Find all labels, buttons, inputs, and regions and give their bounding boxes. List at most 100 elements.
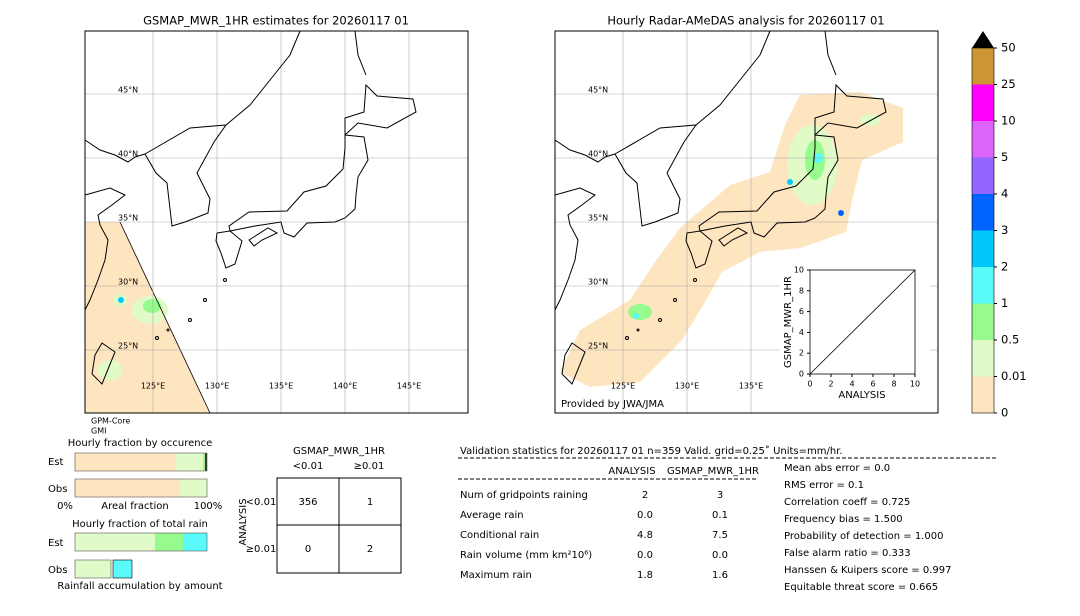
bar-segment (176, 453, 203, 471)
x-tick-label: 0 (807, 380, 812, 389)
score: Frequency bias = 1.500 (784, 514, 903, 525)
score: Correlation coeff = 0.725 (784, 497, 910, 508)
lat-label: 25°N (118, 342, 138, 351)
y-tick-label: 10 (794, 266, 804, 275)
map-title: Hourly Radar-AMeDAS analysis for 2026011… (607, 14, 884, 28)
lon-label: 125°E (611, 382, 635, 391)
cell: 7.5 (712, 530, 728, 541)
right-map (554, 30, 939, 414)
y-tick-label: 2 (799, 349, 804, 358)
y-tick-label: 8 (799, 286, 804, 295)
rain-area (628, 304, 652, 320)
lon-label: 135°E (269, 382, 293, 391)
diagonal (809, 269, 916, 375)
colorbar-band (972, 121, 994, 158)
row-label: Est (48, 538, 64, 549)
score: Probability of detection = 1.000 (784, 531, 943, 542)
bar-segment (205, 453, 207, 471)
row-label: Rain volume (mm km²10⁶) (460, 550, 592, 561)
cell: 0.0 (637, 510, 653, 521)
bar-segment (183, 533, 207, 551)
lat-label: 35°N (118, 214, 138, 223)
x-axis-label: ANALYSIS (838, 390, 885, 401)
colorbar-label: 5 (1001, 150, 1008, 164)
score: Mean abs error = 0.0 (784, 463, 890, 474)
colorbar-label: 50 (1001, 41, 1016, 55)
column-header: GSMAP_MWR_1HR (667, 466, 759, 477)
lat-label: 30°N (118, 278, 138, 287)
column-header: ANALYSIS (608, 466, 655, 477)
swath-edge (119, 221, 211, 414)
x-tick-label: 6 (870, 380, 875, 389)
contingency-grid (276, 477, 402, 574)
row-label: Obs (48, 484, 67, 495)
colorbar-band (972, 157, 994, 194)
cell: 1.6 (712, 570, 728, 581)
bar-segment (75, 453, 176, 471)
row-label: Num of gridpoints raining (460, 490, 588, 501)
left-map (84, 30, 469, 414)
colorbar-label: 10 (1001, 114, 1016, 128)
colorbar-band (972, 267, 994, 304)
colorbar-band (972, 303, 994, 340)
colorbar-label: 1 (1001, 296, 1008, 310)
lat-label: 45°N (118, 86, 138, 95)
inset-bg (780, 262, 930, 402)
colorbar-label: 4 (1001, 187, 1008, 201)
colorbar-label: 0 (1001, 406, 1008, 420)
score: Equitable threat score = 0.665 (784, 582, 938, 593)
column-header: <0.01 (293, 461, 324, 472)
lon-label: 135°E (739, 382, 763, 391)
lon-label: 145°E (397, 382, 421, 391)
colorbar-label: 25 (1001, 77, 1016, 91)
table-cell: 0 (305, 544, 311, 555)
x-tick-label: 4 (849, 380, 854, 389)
colorbar-label: 3 (1001, 223, 1008, 237)
map-frame (84, 30, 469, 414)
lat-label: 35°N (588, 214, 608, 223)
rain-area (98, 360, 122, 380)
bar-segment (74, 559, 112, 579)
scatter-inset (807, 269, 916, 377)
satellite-label: GPM-Core (91, 417, 130, 426)
table-cell: 356 (298, 497, 317, 508)
lat-label: 25°N (588, 342, 608, 351)
axis-label: 100% (194, 501, 223, 512)
rain-area (143, 299, 161, 313)
map-title: GSMAP_MWR_1HR estimates for 20260117 01 (143, 14, 409, 28)
cell: 1.8 (637, 570, 653, 581)
row-label: Obs (48, 565, 67, 576)
x-tick-label: 2 (828, 380, 833, 389)
y-tick-label: 4 (799, 328, 804, 337)
occurrence-bars (74, 452, 208, 498)
table-cell: 2 (367, 544, 373, 555)
lon-label: 130°E (675, 382, 699, 391)
bar-frame (74, 532, 208, 552)
row-header: <0.01 (246, 497, 277, 508)
stats-title: Validation statistics for 20260117 01 n=… (460, 445, 843, 457)
rain-area (633, 313, 639, 319)
table-cell: 1 (367, 497, 373, 508)
bar-frame (74, 478, 208, 498)
cell: 4.8 (637, 530, 653, 541)
lat-label: 40°N (588, 150, 608, 159)
colorbar-band (972, 48, 994, 85)
table-title: GSMAP_MWR_1HR (293, 446, 385, 457)
rain-area (787, 179, 793, 185)
colorbar (971, 31, 997, 414)
bar-segment (180, 479, 207, 497)
row-label: Average rain (460, 510, 524, 521)
x-tick-label: 10 (910, 380, 920, 389)
panel-title: Hourly fraction of total rain (72, 519, 208, 530)
bar-frame (74, 452, 208, 472)
lon-label: 140°E (333, 382, 357, 391)
column-header: ≥0.01 (354, 461, 385, 472)
bar-segment (75, 479, 180, 497)
cell: 3 (717, 490, 723, 501)
y-axis-label: GSMAP_MWR_1HR (783, 276, 794, 368)
row-label: Est (48, 457, 64, 468)
inset-frame (809, 269, 916, 375)
y-tick-label: 0 (799, 370, 804, 379)
rain-area (838, 210, 844, 216)
